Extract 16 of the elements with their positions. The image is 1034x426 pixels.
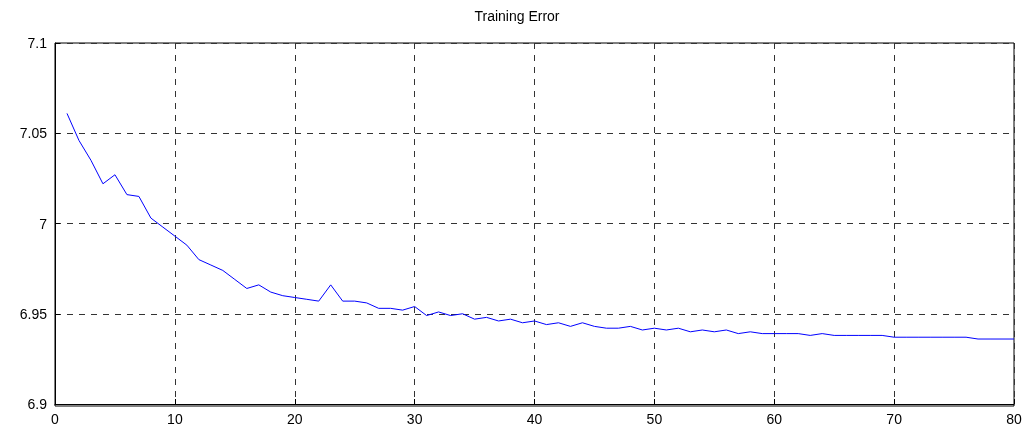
x-tick-label: 50 (646, 411, 663, 426)
x-tick-label: 60 (766, 411, 783, 426)
x-tick-label: 10 (167, 411, 183, 426)
y-tick-label: 7.05 (19, 125, 48, 142)
chart-title: Training Error (474, 8, 560, 24)
y-tick-label: 7 (39, 215, 48, 232)
x-tick-label: 70 (886, 411, 903, 426)
x-tick-label: 0 (51, 411, 60, 426)
x-tick-label: 30 (406, 411, 423, 426)
x-tick-label: 80 (1006, 411, 1022, 426)
line-series (66, 112, 1015, 340)
y-tick-label: 6.9 (27, 396, 48, 412)
x-tick-label: 40 (526, 411, 543, 426)
y-tick-label: 7.1 (27, 35, 48, 51)
y-tick-label: 6.95 (19, 305, 48, 322)
x-tick-label: 20 (286, 411, 303, 426)
